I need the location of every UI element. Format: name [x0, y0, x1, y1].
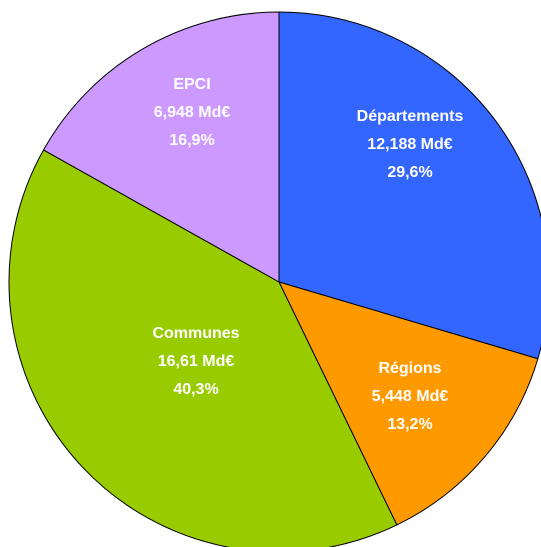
slice-name: EPCI — [173, 76, 210, 93]
pie-slice — [42, 11, 280, 283]
slice-value-label: 16,61 Md€ — [158, 353, 235, 370]
slice-name: Régions — [378, 360, 441, 377]
pie-slice — [278, 281, 539, 526]
pie-slice — [8, 149, 398, 547]
slice-value-label: 6,948 Md€ — [154, 104, 231, 121]
slice-percent-label: 16,9% — [169, 132, 214, 149]
slice-percent-label: 40,3% — [173, 381, 218, 398]
slice-percent-label: 29,6% — [387, 164, 432, 181]
slice-name: Départements — [357, 108, 464, 125]
slice-percent-label: 13,2% — [387, 416, 432, 433]
slice-value-label: 5,448 Md€ — [372, 388, 449, 405]
slice-value-label: 12,188 Md€ — [367, 136, 452, 153]
pie-slice — [278, 11, 541, 360]
slice-name: Communes — [152, 325, 239, 342]
